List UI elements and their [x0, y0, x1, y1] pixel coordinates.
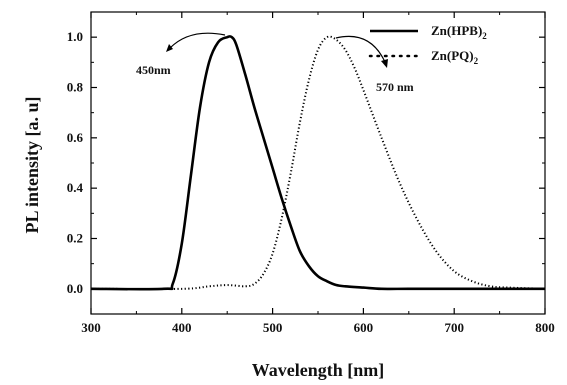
series-line-zn-hpb [90, 35, 545, 291]
annotation-arrow-450 [169, 32, 226, 49]
axis-tick-labels: 300 400 500 600 700 800 0.0 0.2 0.4 0.6 0.8 1.0 [67, 29, 555, 335]
x-tick-label: 600 [354, 320, 374, 335]
y-tick-label: 0.8 [67, 80, 84, 95]
x-axis-title: Wavelength [nm] [252, 360, 385, 380]
legend-label-zn-hpb: Zn(HPB)2 [431, 23, 487, 41]
annotation-arrow-570 [335, 35, 386, 63]
y-tick-label: 0.0 [67, 281, 83, 296]
x-tick-label: 800 [535, 320, 555, 335]
y-tick-label: 0.6 [67, 130, 84, 145]
x-tick-label: 500 [263, 320, 283, 335]
legend-label-zn-pq: Zn(PQ)2 [431, 48, 479, 66]
x-tick-label: 700 [444, 320, 464, 335]
y-tick-label: 0.2 [67, 231, 83, 246]
legend: Zn(HPB)2 Zn(PQ)2 [368, 23, 487, 66]
annotation-arrowhead-450 [166, 44, 173, 52]
y-axis-title: PL intensity [a. u] [22, 96, 42, 233]
annotations: 450nm 570 nm [136, 32, 414, 94]
series-line-zn-pq [90, 35, 546, 291]
x-tick-label: 300 [81, 320, 101, 335]
annotation-label-570: 570 nm [376, 80, 414, 94]
x-tick-label: 400 [172, 320, 192, 335]
series-group [90, 35, 546, 291]
y-tick-label: 1.0 [67, 29, 83, 44]
annotation-label-450: 450nm [136, 63, 171, 77]
annotation-arrowhead-570 [381, 59, 388, 68]
y-tick-label: 0.4 [67, 180, 84, 195]
